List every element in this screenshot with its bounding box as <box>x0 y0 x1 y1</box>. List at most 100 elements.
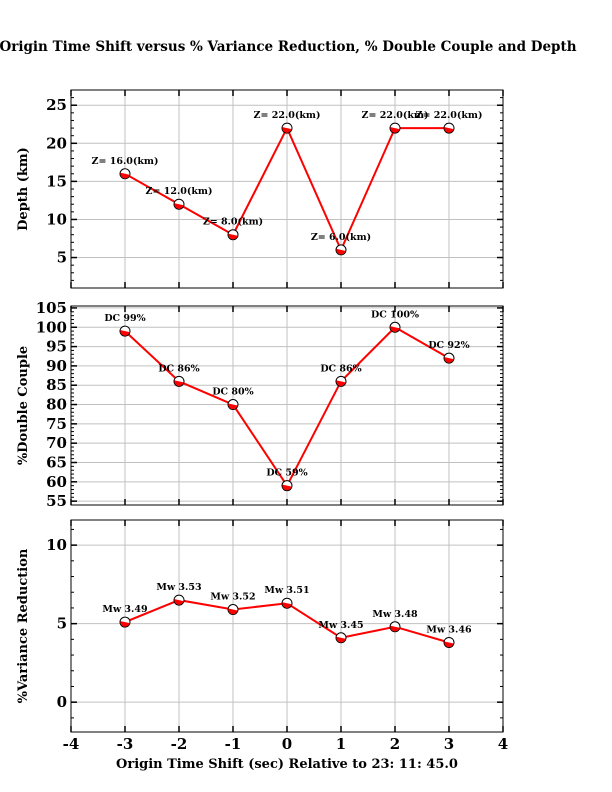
point-label: DC 59% <box>266 468 307 479</box>
beachball-marker <box>335 632 347 644</box>
beachball-marker <box>389 321 401 333</box>
y-tick-label: 55 <box>46 492 67 510</box>
y-tick-label: 15 <box>46 172 67 190</box>
point-label: DC 99% <box>104 313 145 324</box>
beachball-marker <box>119 325 131 337</box>
beachball-red <box>444 127 454 133</box>
beachball-marker <box>281 480 293 492</box>
beachball-marker <box>389 621 401 633</box>
y-axis-label: %Double Couple <box>16 346 31 465</box>
beachball-red <box>390 625 400 632</box>
y-tick-label: 25 <box>46 96 67 114</box>
y-tick-label: 10 <box>46 536 67 554</box>
beachball-marker <box>443 352 455 364</box>
point-label: Z= 22.0(km) <box>416 110 483 121</box>
point-label: DC 100% <box>371 309 419 320</box>
beachball-marker <box>281 122 293 134</box>
beachball-red <box>282 602 292 608</box>
y-tick-label: 85 <box>46 376 67 394</box>
point-label: Mw 3.53 <box>156 582 201 593</box>
x-tick-label: 2 <box>390 735 400 753</box>
y-tick-label: 75 <box>46 415 67 433</box>
point-label: Z= 6.0(km) <box>311 232 371 243</box>
x-tick-label: -2 <box>171 735 188 753</box>
x-tick-label: 1 <box>336 735 346 753</box>
point-label: Mw 3.48 <box>372 609 418 620</box>
beachball-marker <box>335 244 347 256</box>
beachball-red <box>336 248 346 255</box>
y-axis-label: %Variance Reduction <box>16 548 31 703</box>
y-tick-label: 70 <box>46 434 67 452</box>
beachball-marker <box>335 375 347 387</box>
beachball-marker <box>227 604 239 616</box>
beachball-red <box>174 203 184 209</box>
x-tick-label: 4 <box>498 735 508 753</box>
x-tick-label: -1 <box>225 735 242 753</box>
point-label: DC 80% <box>212 387 253 398</box>
beachball-red <box>174 599 184 605</box>
chart-title: Origin Time Shift versus % Variance Redu… <box>0 39 577 55</box>
point-label: Z= 22.0(km) <box>254 110 321 121</box>
beachball-marker <box>173 198 185 210</box>
beachball-red <box>444 357 454 363</box>
beachball-red <box>120 330 130 336</box>
y-tick-label: 10 <box>46 210 67 228</box>
y-tick-label: 80 <box>46 396 67 414</box>
beachball-marker <box>173 375 185 387</box>
x-tick-label: 0 <box>282 735 292 753</box>
beachball-red <box>228 608 238 615</box>
point-label: Z= 12.0(km) <box>146 186 213 197</box>
x-axis-label: Origin Time Shift (sec) Relative to 23: … <box>116 757 458 772</box>
beachball-marker <box>119 168 131 180</box>
point-label: Mw 3.49 <box>102 604 148 615</box>
point-label: Mw 3.45 <box>318 620 363 631</box>
beachball-red <box>120 621 130 627</box>
point-label: Mw 3.46 <box>426 624 472 635</box>
point-label: Z= 8.0(km) <box>203 217 263 228</box>
beachball-marker <box>119 616 131 628</box>
y-tick-label: 100 <box>36 318 67 336</box>
beachball-red <box>120 172 130 179</box>
beachball-red <box>336 636 346 643</box>
beachball-marker <box>227 229 239 241</box>
panel-0: 5 10 15 20 25 Depth (km) Z= 16.0(km) Z= 12.0(km… <box>16 89 504 289</box>
y-tick-label: 5 <box>57 249 67 267</box>
y-tick-label: 90 <box>46 357 67 375</box>
y-tick-label: 60 <box>46 473 67 491</box>
beachball-red <box>174 380 184 386</box>
beachball-red <box>336 380 346 386</box>
point-label: Mw 3.52 <box>210 592 255 603</box>
point-label: Z= 16.0(km) <box>92 156 159 167</box>
y-tick-label: 20 <box>46 134 67 152</box>
y-axis-label: Depth (km) <box>16 147 31 231</box>
beachball-marker <box>443 636 455 648</box>
y-tick-label: 105 <box>36 299 67 317</box>
beachball-red <box>390 326 400 332</box>
beachball-marker <box>173 594 185 606</box>
beachball-marker <box>281 597 293 609</box>
point-label: DC 86% <box>320 363 361 374</box>
beachball-red <box>228 403 238 410</box>
x-tick-label: -4 <box>63 735 80 753</box>
y-tick-label: 5 <box>57 615 67 633</box>
beachball-marker <box>227 399 239 411</box>
x-tick-label: 3 <box>444 735 454 753</box>
point-label: DC 86% <box>158 363 199 374</box>
y-tick-label: 0 <box>57 693 67 711</box>
beachball-red <box>282 127 292 133</box>
y-tick-label: 95 <box>46 338 67 356</box>
beachball-red <box>228 233 238 240</box>
point-label: Mw 3.51 <box>264 585 309 596</box>
beachball-red <box>390 127 400 133</box>
x-tick-label: -3 <box>117 735 134 753</box>
y-tick-label: 65 <box>46 453 67 471</box>
beachball-marker <box>389 122 401 134</box>
beachball-red <box>444 641 454 648</box>
point-label: DC 92% <box>428 340 469 351</box>
beachball-marker <box>443 122 455 134</box>
point-label: Z= 22.0(km) <box>362 110 429 121</box>
